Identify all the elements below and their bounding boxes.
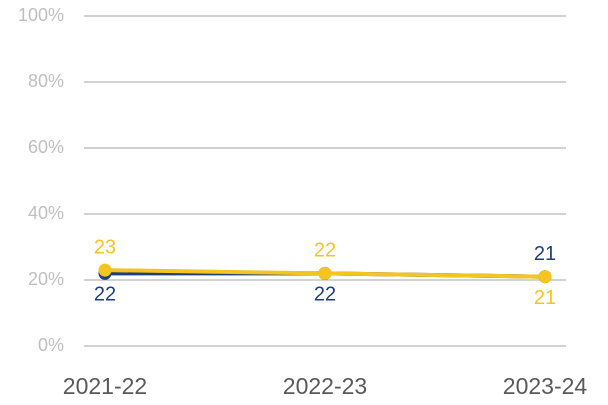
- data-label: 22: [314, 240, 336, 262]
- y-tick-label: 80%: [28, 71, 64, 91]
- y-tick-label: 60%: [28, 137, 64, 157]
- x-tick-label: 2023-24: [503, 373, 588, 399]
- x-tick-label: 2022-23: [283, 373, 367, 399]
- data-label: 21: [534, 243, 556, 265]
- point: [98, 263, 112, 277]
- y-tick-label: 0%: [38, 335, 64, 355]
- data-label: 21: [534, 287, 556, 309]
- data-label: 22: [314, 284, 336, 306]
- point: [318, 266, 332, 280]
- y-tick-label: 100%: [18, 5, 64, 25]
- point: [538, 270, 552, 284]
- data-label: 23: [94, 236, 116, 258]
- data-label: 22: [94, 284, 116, 306]
- y-tick-label: 40%: [28, 203, 64, 223]
- x-tick-label: 2021-22: [63, 373, 147, 399]
- y-tick-label: 20%: [28, 269, 64, 289]
